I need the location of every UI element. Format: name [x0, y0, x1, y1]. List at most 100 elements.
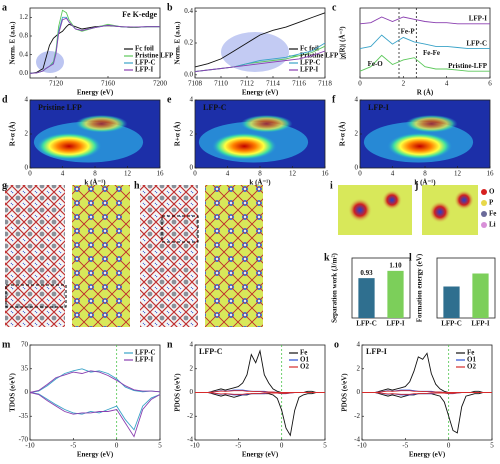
y-tick-label: 2 [357, 364, 361, 372]
legend-label: Li [489, 221, 496, 229]
legend-marker [481, 222, 487, 228]
x-tick-label: 7112 [240, 80, 254, 88]
plot-frame [436, 257, 496, 319]
series-line [29, 368, 161, 393]
panel-letter: n [167, 339, 173, 350]
y-tick-label: 0 [190, 164, 194, 172]
x-axis-label: Energy (eV) [409, 451, 446, 459]
chart-title: Fe K-edge [122, 10, 157, 19]
legend-label: LFP-C [300, 59, 321, 67]
x-axis-label: k (Å⁻¹) [84, 179, 106, 187]
x-tick-label: 7114 [266, 80, 280, 88]
y-tick-label: 0.0 [19, 69, 28, 77]
structure-image [140, 185, 198, 327]
y-tick-label: 0.4 [19, 50, 28, 58]
y-axis-label: |χ(R)| (Å⁻³) [339, 26, 347, 60]
legend-label: LFP-I [300, 66, 319, 74]
x-tick-label: 4 [445, 80, 449, 88]
y-axis-label: R+α (Å) [174, 121, 182, 146]
y-axis-label: R+α (Å) [9, 121, 17, 146]
y-axis-label: Separation work (J/m²) [331, 252, 339, 322]
x-axis-label: Energy (eV) [77, 451, 114, 459]
y-tick-label: -70 [19, 436, 29, 444]
x-tick-label: 12 [289, 170, 297, 178]
x-tick-label: 8 [258, 170, 262, 178]
x-tick-label: 4 [226, 170, 230, 178]
y-tick-label: 0.0 [184, 70, 193, 78]
panel-letter: k [324, 252, 330, 263]
panel-letter: c [332, 2, 337, 13]
y-tick-label: 0 [25, 164, 29, 172]
x-axis-label: R (Å) [417, 89, 434, 97]
y-tick-label: -2 [187, 412, 193, 420]
legend-marker [481, 211, 487, 217]
legend-label: O2 [467, 363, 476, 371]
legend-label: Pristine LFP [135, 52, 174, 60]
x-tick-label: -10 [357, 442, 367, 450]
x-tick-label: 6 [488, 80, 492, 88]
x-tick-label: 5 [158, 442, 162, 450]
y-axis-label: PDOS (e/eV) [174, 373, 182, 412]
series-line [362, 392, 492, 434]
selection-box [161, 215, 199, 243]
value-label: 0.93 [360, 269, 373, 277]
legend-label: LFP-C [135, 59, 156, 67]
y-tick-label: 2 [190, 130, 194, 138]
series-line [194, 50, 326, 73]
y-tick-label: 4 [355, 96, 359, 104]
selection-box [5, 284, 67, 308]
x-tick-label: 0 [358, 80, 362, 88]
legend-label: Fe [300, 349, 307, 357]
panel-title: LFP-I [368, 103, 389, 112]
x-axis-label: k (Å⁻¹) [414, 179, 436, 187]
x-tick-label: LFP-I [471, 320, 490, 328]
series-line [29, 17, 160, 74]
bar [387, 270, 404, 318]
x-tick-label: 16 [157, 170, 165, 178]
panel-letter: j [414, 180, 418, 191]
x-tick-label: 7160 [101, 80, 116, 88]
x-tick-label: 12 [124, 170, 132, 178]
legend-marker [481, 189, 487, 195]
series-line [29, 392, 161, 431]
charge-blob [429, 201, 451, 223]
series-label: Pristine-LFP [448, 62, 488, 70]
x-axis-label: Energy (eV) [242, 89, 279, 97]
y-tick-label: 1.2 [19, 13, 28, 21]
x-tick-label: 0 [447, 442, 451, 450]
y-tick-label: -2 [354, 412, 360, 420]
series-label: LFP-I [469, 14, 488, 22]
charge-image [72, 185, 130, 327]
legend-label: O2 [300, 363, 309, 371]
panel-letter: o [334, 339, 339, 350]
plot-frame [359, 7, 491, 79]
panel-letter: b [167, 2, 173, 13]
series-line [359, 54, 490, 72]
x-tick-label: 7108 [188, 80, 203, 88]
x-tick-label: 7118 [318, 80, 332, 88]
y-axis-label: PDOS (e/eV) [341, 373, 349, 412]
heatmap-hot [75, 114, 128, 133]
y-tick-label: 0 [355, 164, 359, 172]
x-tick-label: 5 [490, 442, 494, 450]
plot-frame [29, 7, 161, 79]
x-tick-label: 7110 [214, 80, 228, 88]
panel-letter: m [2, 339, 11, 350]
y-tick-label: 0.4 [184, 7, 193, 15]
x-tick-label: 0 [280, 442, 284, 450]
panel-letter: i [330, 180, 333, 191]
x-tick-label: LFP-C [356, 320, 377, 328]
value-label: 1.10 [389, 261, 402, 269]
bar [443, 286, 460, 318]
x-tick-label: 0 [115, 442, 119, 450]
x-axis-label: Energy (eV) [77, 89, 114, 97]
x-tick-label: 4 [61, 170, 65, 178]
series-line [362, 392, 492, 395]
x-tick-label: 7120 [49, 80, 64, 88]
bar [358, 278, 375, 318]
legend-label: LFP-C [135, 349, 156, 357]
bar [472, 273, 489, 318]
y-axis-label: R+α (Å) [339, 121, 347, 146]
series-line [195, 392, 325, 437]
y-tick-label: 4 [190, 96, 194, 104]
